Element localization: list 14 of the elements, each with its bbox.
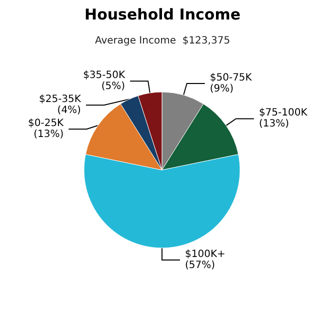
data-label: (4%) xyxy=(57,105,82,116)
data-label: (13%) xyxy=(258,118,290,130)
slice-label: $50-75K xyxy=(210,72,252,84)
data-label: (9%) xyxy=(210,84,234,95)
chart-subtitle: Average Income $123,375 xyxy=(94,36,230,46)
data-label: (13%) xyxy=(34,129,64,140)
slice-label: $25-35K xyxy=(38,94,82,106)
slice-label: $100K+ xyxy=(185,249,226,260)
slice-label: $75-100K xyxy=(258,108,308,119)
data-label: (57%) xyxy=(185,260,216,271)
data-label: (5%) xyxy=(101,81,126,92)
chart-title: Household Income xyxy=(84,6,240,24)
slice-label: $35-50K xyxy=(83,70,126,82)
slice-label: $0-25K xyxy=(28,118,64,130)
